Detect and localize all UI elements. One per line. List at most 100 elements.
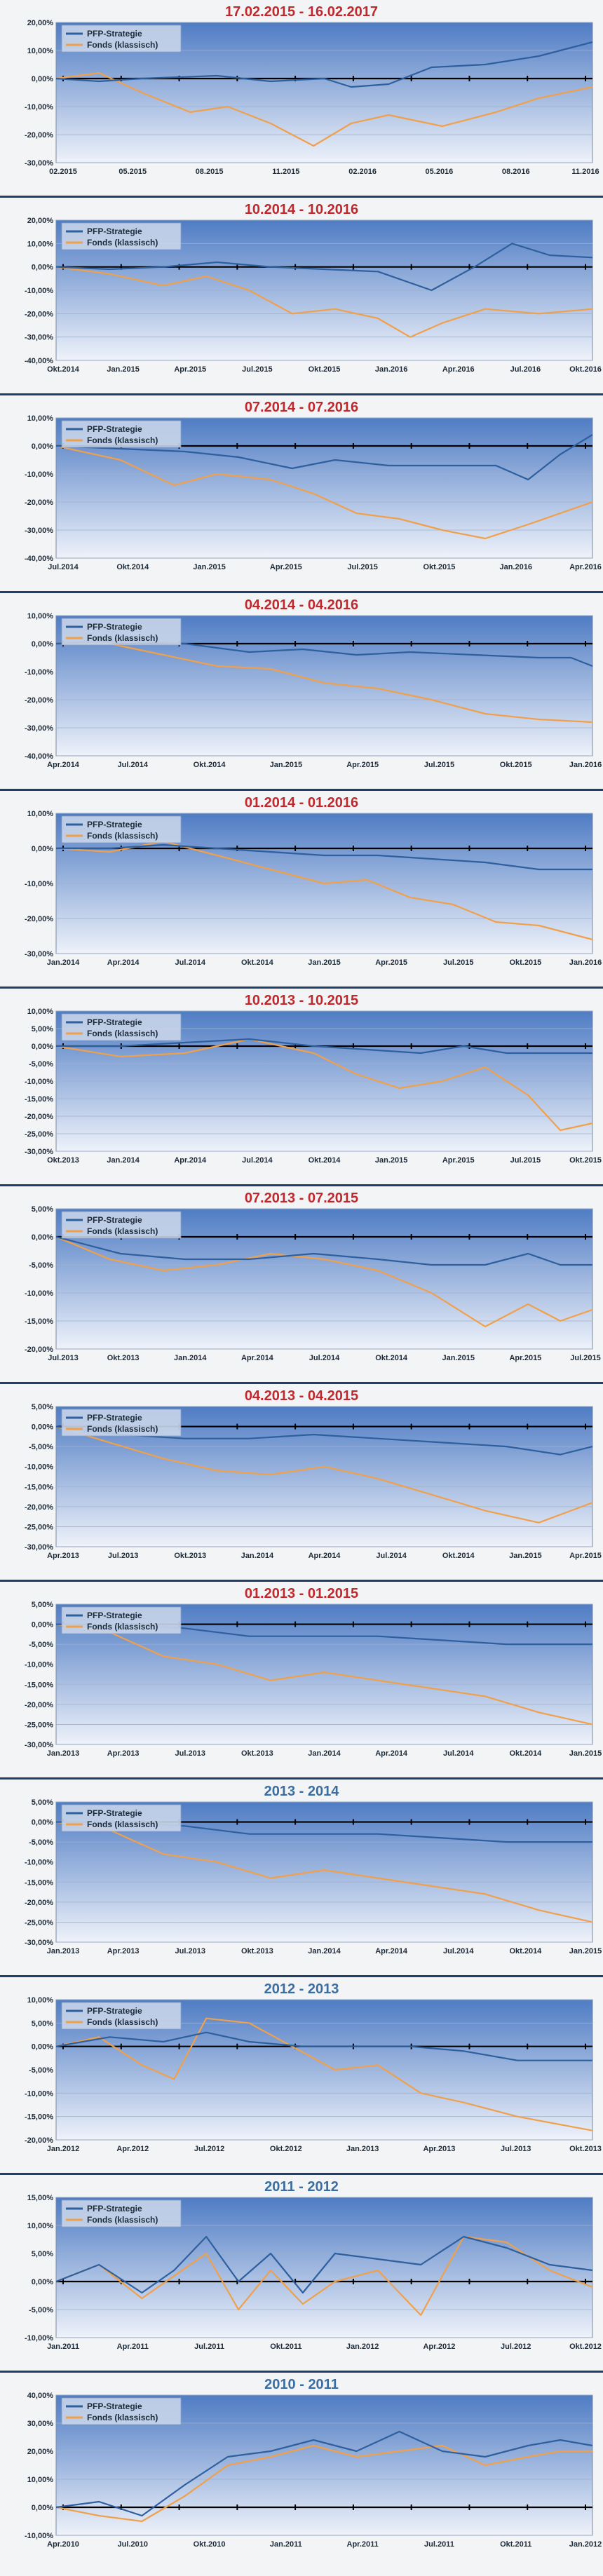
- x-tick-label: Okt.2013: [241, 1947, 273, 1955]
- series-line-pfp-strategie: [55, 1235, 592, 1266]
- x-tick-label: Okt.2015: [509, 958, 541, 967]
- y-tick-label: -10,00%: [25, 2334, 53, 2343]
- series-line-fonds-klassisch: [55, 1235, 593, 1328]
- y-tick-label: -10,00%: [25, 2089, 53, 2098]
- x-tick-label: Okt.2013: [107, 1354, 140, 1362]
- y-tick-label: 10,00%: [27, 240, 54, 248]
- y-tick-label: -30,00%: [25, 1148, 53, 1156]
- x-tick-label: Jul.2015: [510, 1156, 541, 1165]
- legend-entry: PFP-Strategie: [87, 2401, 142, 2411]
- x-tick-label: Okt.2014: [194, 761, 226, 769]
- y-tick-label: 5,00%: [32, 2250, 53, 2258]
- legend-entry: PFP-Strategie: [87, 622, 142, 632]
- x-tick-label: Apr.2014: [47, 761, 80, 769]
- x-tick-label: Jan.2014: [241, 1552, 274, 1560]
- x-tick-label: Jul.2013: [175, 1947, 205, 1955]
- series-line-fonds-klassisch: [55, 1821, 593, 1923]
- chart-title: 07.2014 - 07.2016: [244, 400, 359, 415]
- x-tick-label: Okt.2012: [270, 2145, 302, 2153]
- x-tick-label: Jan.2015: [569, 1947, 602, 1955]
- chart-title: 2013 - 2014: [264, 1784, 339, 1799]
- x-tick-label: Jan.2011: [270, 2540, 302, 2549]
- x-tick-label: Jan.2013: [47, 1947, 79, 1955]
- x-tick-label: 11.2015: [272, 168, 299, 176]
- y-tick-label: 0,00%: [32, 2278, 53, 2286]
- legend-entry: PFP-Strategie: [87, 2204, 142, 2214]
- x-tick-label: Okt.2013: [241, 1749, 273, 1758]
- legend-entry: Fonds (klassisch): [87, 1226, 158, 1236]
- line-chart: -20,00% -15,00% -10,00% -5,00% 0,00% 5,00% 10,…: [25, 1996, 602, 2153]
- y-tick-label: -30,00%: [25, 159, 53, 168]
- series-line-pfp-strategie: [55, 1425, 593, 1456]
- x-tick-label: Jul.2013: [175, 1749, 205, 1758]
- x-tick-label: Apr.2015: [270, 563, 302, 571]
- x-tick-label: 05.2015: [118, 168, 147, 176]
- chart-panel: 04.2013 - 04.2015 -30,00% -25,00% -20,00% -1…: [0, 1384, 603, 1582]
- y-tick-label: 0,00%: [32, 640, 53, 649]
- x-tick-label: Jan.2015: [569, 1749, 602, 1758]
- x-tick-label: Okt.2014: [241, 958, 274, 967]
- x-tick-label: Jul.2014: [118, 761, 149, 769]
- line-chart: -40,00% -30,00% -20,00% -10,00% 0,00% 10,00% 2…: [25, 217, 602, 374]
- chart-panel: 17.02.2015 - 16.02.2017 -30,00% -20,00% -10…: [0, 0, 603, 198]
- chart-title: 17.02.2015 - 16.02.2017: [225, 4, 378, 20]
- legend-entry: PFP-Strategie: [87, 226, 142, 236]
- series-line-pfp-strategie: [55, 434, 593, 481]
- y-tick-label: 5,00%: [32, 1025, 53, 1033]
- x-tick-label: Jul.2014: [376, 1552, 407, 1560]
- line-chart: -30,00% -25,00% -20,00% -15,00% -10,00% -5,00…: [25, 1601, 602, 1758]
- y-tick-label: -15,00%: [25, 1317, 53, 1326]
- legend-entry: PFP-Strategie: [87, 1215, 142, 1225]
- x-tick-label: Jul.2014: [242, 1156, 273, 1165]
- legend-entry: Fonds (klassisch): [87, 2215, 158, 2225]
- y-tick-label: -15,00%: [25, 1483, 53, 1491]
- x-tick-label: Apr.2013: [107, 1947, 140, 1955]
- legend-entry: Fonds (klassisch): [87, 40, 158, 50]
- y-tick-label: -10,00%: [25, 1463, 53, 1472]
- x-tick-label: Apr.2015: [442, 1156, 475, 1165]
- x-tick-label: Apr.2016: [569, 563, 602, 571]
- x-tick-label: Okt.2016: [569, 365, 602, 374]
- y-tick-label: 0,00%: [32, 1233, 53, 1242]
- x-tick-label: Okt.2012: [569, 2343, 602, 2351]
- x-tick-label: Jul.2015: [242, 365, 272, 374]
- y-tick-label: -5,00%: [29, 2066, 53, 2075]
- x-tick-label: Jul.2011: [194, 2343, 224, 2351]
- y-tick-label: -20,00%: [25, 1503, 53, 1512]
- x-tick-label: Jan.2015: [375, 1156, 407, 1165]
- y-tick-label: -10,00%: [25, 1661, 53, 1669]
- x-tick-label: Apr.2014: [375, 1947, 408, 1955]
- y-tick-label: 40,00%: [27, 2392, 54, 2400]
- series-line-pfp-strategie: [55, 243, 593, 292]
- y-tick-label: -10,00%: [25, 103, 53, 111]
- line-chart: -20,00% -15,00% -10,00% -5,00% 0,00% 5,00% Jul…: [25, 1205, 601, 1362]
- series-line-pfp-strategie: [55, 2031, 592, 2061]
- legend-entry: PFP-Strategie: [87, 2006, 142, 2016]
- y-tick-label: 30,00%: [27, 2420, 54, 2428]
- x-tick-label: Jan.2012: [346, 2343, 379, 2351]
- x-tick-label: Jan.2013: [346, 2145, 379, 2153]
- y-tick-label: 5,00%: [32, 1403, 53, 1411]
- chart-panel: 2012 - 2013 -20,00% -15,00% -10,00% -5,00% 0,…: [0, 1977, 603, 2175]
- x-tick-label: Okt.2010: [194, 2540, 226, 2549]
- y-tick-label: 5,00%: [32, 1205, 53, 1214]
- series-line-fonds-klassisch: [55, 1038, 593, 1132]
- y-tick-label: -10,00%: [25, 1078, 53, 1086]
- x-tick-label: Jul.2015: [443, 958, 473, 967]
- y-tick-label: 20,00%: [27, 217, 54, 225]
- series-line-fonds-klassisch: [55, 1623, 593, 1726]
- y-tick-label: -40,00%: [25, 555, 53, 563]
- y-tick-label: -30,00%: [25, 527, 53, 535]
- y-tick-label: 0,00%: [32, 2043, 53, 2052]
- y-tick-label: 0,00%: [32, 264, 53, 272]
- x-tick-label: Apr.2015: [174, 365, 206, 374]
- x-tick-label: Jul.2014: [443, 1947, 474, 1955]
- x-tick-label: Jan.2012: [47, 2145, 79, 2153]
- x-tick-label: Apr.2014: [241, 1354, 274, 1362]
